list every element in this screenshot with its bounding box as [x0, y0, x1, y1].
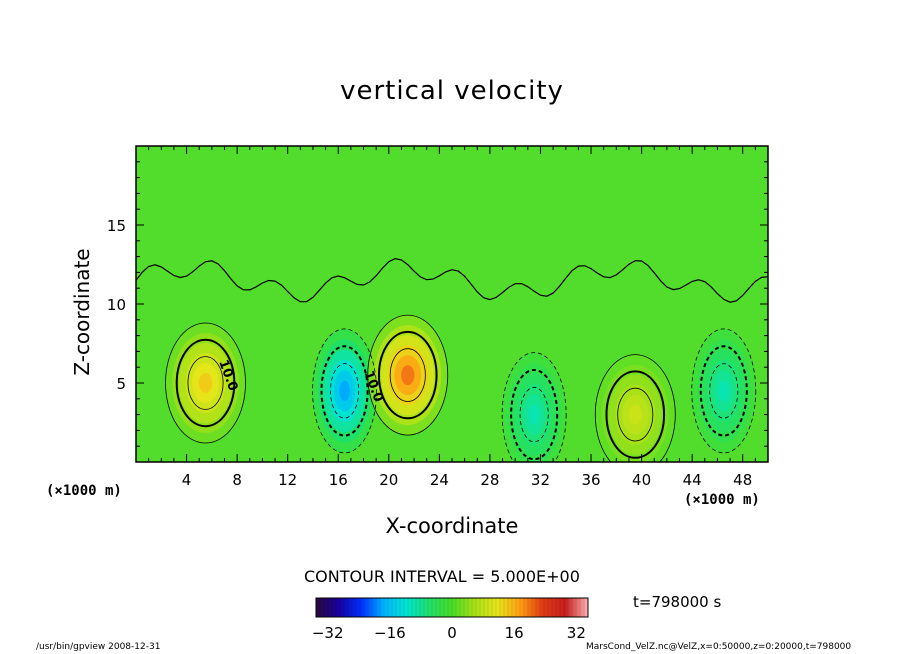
updraft-contour [605, 370, 666, 459]
colorbar-fill [316, 598, 588, 617]
footer-right-text: MarsCond_VelZ.nc@VelZ,x=0:50000,z=0:2000… [586, 642, 852, 652]
x-tick-label: 8 [232, 471, 242, 489]
downdraft-contour [709, 363, 739, 419]
time-label: t=798000 s [633, 593, 722, 611]
x-tick-label: 24 [430, 471, 449, 489]
updraft-contour [389, 348, 426, 402]
updraft-contour [594, 354, 676, 462]
updraft-shade [401, 365, 415, 386]
colorbar-tick-label: 0 [447, 624, 457, 642]
footer-left-text: /usr/bin/gpview 2008-12-31 [36, 642, 161, 652]
x-tick-label: 12 [278, 471, 297, 489]
downdraft-contour [330, 363, 360, 419]
downdraft-contour [320, 345, 369, 437]
x-tick-label: 20 [379, 471, 398, 489]
y-tick-label: 5 [116, 375, 126, 393]
downdraft-contour [510, 368, 559, 461]
downdraft-contour [699, 345, 748, 437]
x-unit-label-right: (×1000 m) [684, 492, 760, 508]
downdraft-shade [718, 380, 730, 402]
x-tick-label: 44 [683, 471, 702, 489]
colorbar-tick-label: −16 [374, 624, 406, 642]
updraft-contour [367, 314, 449, 436]
x-unit-label-left: (×1000 m) [46, 483, 122, 499]
downdraft-contour [691, 328, 757, 454]
colorbar-frame [315, 597, 589, 618]
contour-interval-label: CONTOUR INTERVAL = 5.000E+00 [304, 567, 580, 586]
x-tick-label: 40 [632, 471, 651, 489]
zero-contour-line [136, 257, 768, 303]
colorbar-tick-label: −32 [312, 624, 344, 642]
colorbar-stripes [319, 598, 585, 617]
x-tick-label: 48 [733, 471, 752, 489]
x-tick-label: 32 [531, 471, 550, 489]
updraft-contour [187, 356, 224, 410]
downdraft-contour [312, 328, 377, 454]
x-tick-label: 36 [581, 471, 600, 489]
colorbar-tick-label: 16 [505, 624, 524, 642]
updraft-contour [617, 387, 654, 442]
updraft-contour [175, 338, 236, 428]
colorbar-tick-label: 32 [567, 624, 586, 642]
updraft-contour [377, 330, 438, 420]
colorbar: −32 −16 0 16 32 [312, 597, 589, 642]
x-tick-label: 4 [182, 471, 192, 489]
x-tick-label: 28 [480, 471, 499, 489]
x-tick-label: 16 [329, 471, 348, 489]
x-axis-label: X-coordinate [385, 514, 519, 538]
downdraft-contour [519, 386, 549, 443]
y-tick-label: 10 [107, 296, 126, 314]
downdraft-shade [339, 380, 350, 402]
downdraft-shade [528, 404, 540, 425]
chart-title: vertical velocity [340, 76, 564, 106]
updraft-shade [628, 404, 642, 425]
y-tick-label: 15 [107, 217, 126, 235]
updraft-contour [165, 322, 246, 444]
downdraft-contour [501, 352, 567, 462]
updraft-shade [198, 373, 213, 393]
